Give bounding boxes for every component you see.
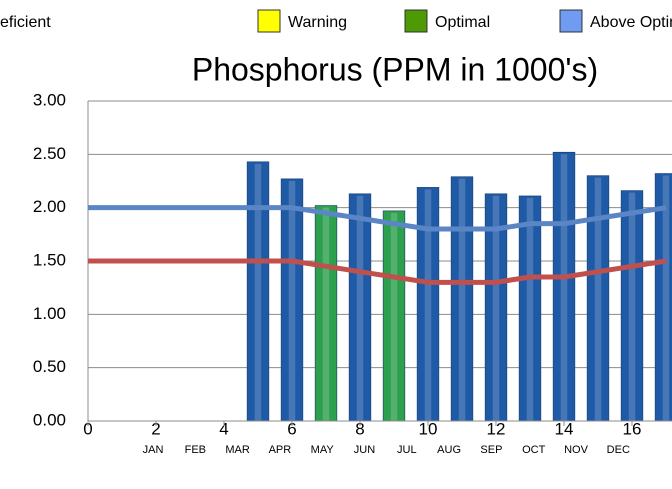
x-tick-label: 2 xyxy=(151,419,160,438)
month-label: OCT xyxy=(522,444,546,456)
x-tick-label: 12 xyxy=(487,419,506,438)
bar-shine xyxy=(254,163,262,422)
month-label: APR xyxy=(269,444,292,456)
legend-label: Optimal xyxy=(435,14,490,31)
bar-shine xyxy=(492,195,500,421)
month-label: MAY xyxy=(311,444,335,456)
bar-shine xyxy=(560,154,568,421)
month-label: SEP xyxy=(480,444,502,456)
y-tick-label: 1.00 xyxy=(33,304,66,323)
month-label: MAR xyxy=(225,444,250,456)
bar-shine xyxy=(322,207,330,421)
threshold-line xyxy=(88,205,667,232)
x-tick-label: 14 xyxy=(555,419,574,438)
legend-swatch xyxy=(559,9,583,33)
chart-title: Phosphorus (PPM in 1000's) xyxy=(192,51,598,87)
bar-shine xyxy=(356,195,364,421)
x-tick-label: 4 xyxy=(219,419,228,438)
month-label: AUG xyxy=(437,444,461,456)
bar-shine xyxy=(594,177,602,421)
y-tick-label: 0.50 xyxy=(33,357,66,376)
x-tick-label: 6 xyxy=(287,419,296,438)
x-tick-label: 10 xyxy=(419,419,438,438)
y-tick-label: 2.00 xyxy=(33,197,66,216)
bar-shine xyxy=(288,180,296,421)
month-label: NOV xyxy=(564,444,589,456)
y-tick-label: 0.00 xyxy=(33,410,66,429)
bar-shine xyxy=(628,192,636,421)
bar-shine xyxy=(662,175,670,421)
legend-swatch xyxy=(404,9,428,33)
month-label: JUL xyxy=(397,444,417,456)
bar-shine xyxy=(424,189,432,421)
x-tick-label: 16 xyxy=(623,419,642,438)
bar-shine xyxy=(390,212,398,421)
month-label: FEB xyxy=(185,444,206,456)
month-label: JAN xyxy=(143,444,164,456)
x-tick-label: 8 xyxy=(355,419,364,438)
month-label: DEC xyxy=(607,444,630,456)
threshold-line xyxy=(88,258,667,285)
bar-shine xyxy=(458,178,466,421)
legend-swatch xyxy=(257,9,281,33)
y-tick-label: 2.50 xyxy=(33,144,66,163)
x-tick-label: 0 xyxy=(83,419,92,438)
bar-shine xyxy=(526,197,534,421)
legend-label: Warning xyxy=(288,14,347,31)
month-label: JUN xyxy=(354,444,375,456)
legend-label: eficient xyxy=(0,14,51,31)
y-tick-label: 3.00 xyxy=(33,90,66,109)
legend-label: Above Optimal xyxy=(590,14,672,31)
y-tick-label: 1.50 xyxy=(33,250,66,269)
